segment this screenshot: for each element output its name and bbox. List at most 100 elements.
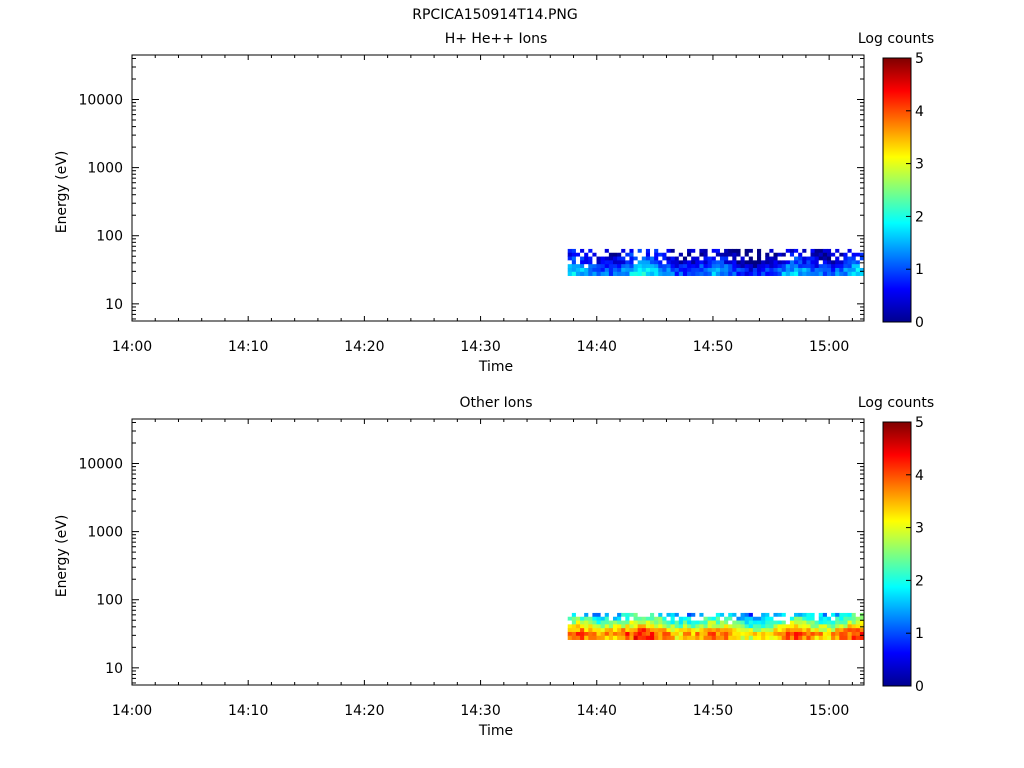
panel-h-he-ions: H+ He++ Ions 14:00 14:10 14:20 14:30 14:40 14… bbox=[54, 31, 934, 375]
heatmap-cell-empty bbox=[625, 256, 630, 261]
heatmap-cell bbox=[662, 631, 667, 637]
heatmap-cell bbox=[666, 264, 671, 269]
heatmap-cell bbox=[658, 271, 663, 276]
heatmap-cell bbox=[641, 635, 647, 640]
heatmap-cell bbox=[592, 267, 597, 273]
heatmap-cell bbox=[580, 267, 585, 273]
heatmap-cell bbox=[781, 267, 787, 273]
heatmap-cell bbox=[650, 256, 655, 261]
heatmap-cell-empty bbox=[839, 248, 844, 254]
heatmap-cell bbox=[761, 271, 766, 276]
heatmap-cell bbox=[707, 267, 713, 273]
heatmap-cell bbox=[584, 616, 589, 621]
heatmap-cell bbox=[596, 264, 602, 269]
heatmap-cell bbox=[814, 267, 820, 273]
heatmap-cell bbox=[588, 271, 593, 276]
heatmap-cell bbox=[703, 628, 709, 633]
heatmap-cell bbox=[654, 624, 659, 629]
heatmap-cell bbox=[843, 260, 848, 265]
heatmap-cell bbox=[740, 612, 746, 618]
heatmap-cell bbox=[691, 635, 696, 640]
heatmap-cell bbox=[678, 628, 684, 633]
heatmap-cells bbox=[567, 248, 865, 276]
panel-other-ions: Other Ions 14:00 14:10 14:20 14:30 14:40 14:5… bbox=[54, 395, 934, 739]
heatmap-cell-empty bbox=[831, 616, 836, 621]
heatmap-cell bbox=[691, 612, 696, 618]
heatmap-cell bbox=[765, 635, 770, 640]
heatmap-cell bbox=[662, 620, 667, 625]
heatmap-cell bbox=[604, 616, 610, 621]
heatmap-cell bbox=[629, 267, 634, 273]
heatmap-cell-empty bbox=[580, 612, 585, 618]
heatmap-cell bbox=[789, 271, 795, 276]
heatmap-cell bbox=[851, 271, 857, 276]
heatmap-cell bbox=[621, 631, 626, 637]
heatmap-cell bbox=[773, 271, 778, 276]
colorbar-tick-label: 5 bbox=[915, 415, 924, 431]
heatmap-cell bbox=[621, 635, 626, 640]
x-axis-label: Time bbox=[478, 359, 513, 375]
heatmap-cell bbox=[732, 628, 737, 633]
heatmap-cell bbox=[612, 628, 618, 633]
heatmap-cell bbox=[637, 264, 643, 269]
heatmap-cell bbox=[748, 620, 754, 625]
heatmap-cell-empty bbox=[678, 612, 684, 618]
heatmap-cell bbox=[699, 620, 704, 625]
heatmap-cell bbox=[810, 267, 816, 273]
heatmap-cell-empty bbox=[785, 256, 791, 261]
heatmap-cell bbox=[666, 260, 671, 265]
heatmap-cell bbox=[761, 620, 766, 625]
heatmap-cell bbox=[736, 267, 741, 273]
heatmap-cell bbox=[847, 267, 853, 273]
heatmap-cell bbox=[629, 260, 634, 265]
heatmap-cell bbox=[831, 624, 836, 629]
heatmap-cell bbox=[608, 252, 614, 257]
heatmap-cell bbox=[654, 620, 659, 625]
heatmap-cell bbox=[773, 631, 778, 637]
heatmap-cell bbox=[781, 620, 787, 625]
heatmap-cell bbox=[633, 628, 639, 633]
heatmap-cell bbox=[666, 248, 671, 254]
heatmap-cell bbox=[732, 620, 737, 625]
heatmap-cell bbox=[567, 248, 573, 254]
heatmap-cell bbox=[724, 260, 729, 265]
heatmap-cell bbox=[715, 271, 721, 276]
heatmap-cell-empty bbox=[699, 256, 704, 261]
heatmap-cell bbox=[580, 635, 585, 640]
heatmap-cell bbox=[604, 260, 610, 265]
colorbar-tick-label: 2 bbox=[915, 209, 924, 225]
heatmap-cell bbox=[728, 612, 733, 618]
heatmap-cell-empty bbox=[736, 256, 741, 261]
heatmap-cell bbox=[571, 264, 577, 269]
heatmap-cell bbox=[728, 252, 733, 257]
heatmap-cell bbox=[641, 260, 647, 265]
heatmap-cell-empty bbox=[707, 252, 713, 257]
heatmap-cell bbox=[724, 271, 729, 276]
heatmap-cell bbox=[617, 628, 622, 633]
heatmap-cell bbox=[575, 624, 581, 629]
heatmap-cell bbox=[711, 267, 717, 273]
heatmap-cell bbox=[740, 256, 746, 261]
heatmap-cell bbox=[744, 616, 750, 621]
heatmap-cell bbox=[719, 631, 725, 637]
y-tick-label: 100 bbox=[96, 229, 123, 245]
colorbar-tick-label: 3 bbox=[915, 157, 924, 173]
heatmap-cell bbox=[654, 616, 659, 621]
heatmap-cell-empty bbox=[604, 252, 610, 257]
heatmap-cell bbox=[612, 264, 618, 269]
heatmap-cell bbox=[802, 631, 807, 637]
heatmap-cell bbox=[715, 616, 721, 621]
heatmap-cell bbox=[835, 260, 840, 265]
heatmap-cell bbox=[794, 612, 799, 618]
heatmap-cell bbox=[736, 252, 741, 257]
heatmap-cell bbox=[584, 624, 589, 629]
heatmap-cell bbox=[798, 267, 803, 273]
heatmap-cell bbox=[752, 264, 758, 269]
heatmap-cell bbox=[724, 628, 729, 633]
heatmap-cell bbox=[826, 624, 832, 629]
heatmap-cell-empty bbox=[757, 612, 762, 618]
heatmap-cell bbox=[633, 624, 639, 629]
heatmap-cell bbox=[567, 624, 573, 629]
heatmap-cell-empty bbox=[728, 256, 733, 261]
heatmap-cell bbox=[806, 256, 811, 261]
